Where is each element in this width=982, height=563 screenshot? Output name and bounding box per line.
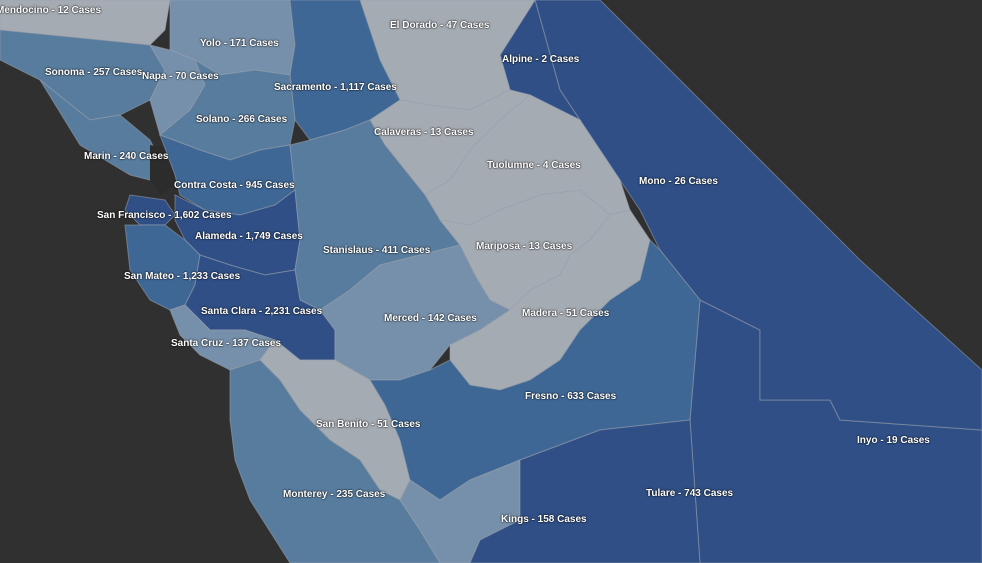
label-stanislaus: Stanislaus - 411 Cases bbox=[323, 245, 431, 256]
county-tulare[interactable]: Tulare - 743 Cases bbox=[469, 419, 701, 563]
label-santa-clara: Santa Clara - 2,231 Cases bbox=[201, 306, 323, 317]
label-calaveras: Calaveras - 13 Cases bbox=[374, 127, 474, 138]
label-fresno: Fresno - 633 Cases bbox=[525, 391, 617, 402]
label-sacramento: Sacramento - 1,117 Cases bbox=[274, 82, 397, 93]
label-solano: Solano - 266 Cases bbox=[196, 114, 288, 125]
label-san-francisco: San Francisco - 1,602 Cases bbox=[97, 210, 232, 221]
label-marin: Marin - 240 Cases bbox=[84, 151, 169, 162]
label-contra-costa: Contra Costa - 945 Cases bbox=[174, 180, 295, 191]
label-napa: Napa - 70 Cases bbox=[142, 71, 219, 82]
label-tuolumne: Tuolumne - 4 Cases bbox=[487, 160, 581, 171]
label-tulare: Tulare - 743 Cases bbox=[646, 488, 734, 499]
label-monterey: Monterey - 235 Cases bbox=[283, 489, 386, 500]
label-merced: Merced - 142 Cases bbox=[384, 313, 477, 324]
label-sonoma: Sonoma - 257 Cases bbox=[45, 67, 143, 78]
label-alpine: Alpine - 2 Cases bbox=[502, 54, 580, 65]
label-alameda: Alameda - 1,749 Cases bbox=[195, 231, 303, 242]
label-mendocino: Mendocino - 12 Cases bbox=[0, 5, 102, 16]
label-mariposa: Mariposa - 13 Cases bbox=[476, 241, 573, 252]
label-santa-cruz: Santa Cruz - 137 Cases bbox=[171, 338, 282, 349]
label-el-dorado: El Dorado - 47 Cases bbox=[390, 20, 490, 31]
label-kings: Kings - 158 Cases bbox=[501, 514, 587, 525]
label-madera: Madera - 51 Cases bbox=[522, 308, 610, 319]
label-san-benito: San Benito - 51 Cases bbox=[316, 419, 421, 430]
label-mono: Mono - 26 Cases bbox=[639, 176, 718, 187]
label-san-mateo: San Mateo - 1,233 Cases bbox=[124, 271, 241, 282]
label-inyo: Inyo - 19 Cases bbox=[857, 435, 930, 446]
label-yolo: Yolo - 171 Cases bbox=[200, 38, 279, 49]
